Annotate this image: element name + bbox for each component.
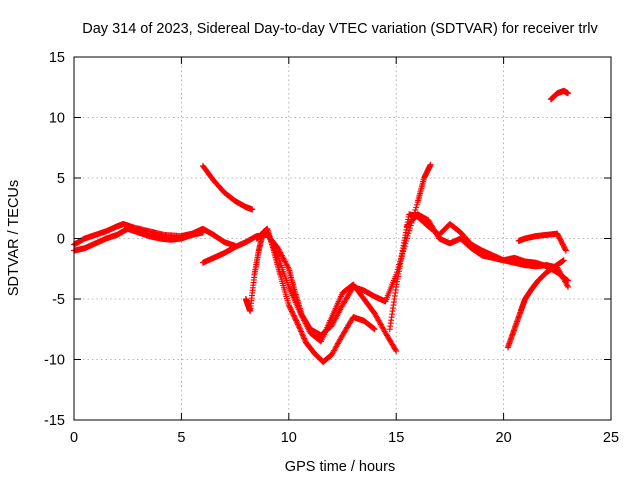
data-point [405,230,412,237]
y-tick-label: 10 [49,111,65,127]
series-arc-2 [71,225,206,254]
y-tick-label: -10 [44,353,65,369]
y-tick-label: -5 [52,292,65,308]
data-point [565,283,572,290]
x-tick-label: 25 [603,430,619,446]
data-point [287,304,294,311]
data-point [294,320,301,327]
x-tick-label: 0 [70,430,78,446]
data-point [289,309,296,316]
data-point [300,334,307,341]
y-tick-label: -15 [44,413,65,429]
data-point [295,322,302,329]
data-point [299,331,306,338]
data-point [293,317,300,324]
data-point [427,161,434,168]
data-point [296,325,303,332]
series-arc-5 [242,225,378,365]
x-axis-label: GPS time / hours [285,459,395,475]
x-tick-label: 15 [388,430,404,446]
data-point [565,90,572,97]
data-point [564,282,571,289]
y-tick-label: 15 [49,50,65,66]
data-point [290,311,297,318]
data-point [298,329,305,336]
data-point [290,312,297,319]
data-point [288,307,295,314]
data-point [287,305,294,312]
data-point [298,328,305,335]
data-point [285,302,292,309]
data-point [413,204,420,211]
y-axis-label: SDTVAR / TECUs [6,180,22,296]
y-tick-label: 0 [57,232,65,248]
series-arc-6 [253,229,400,355]
data-point [393,348,400,355]
data-point [292,316,299,323]
data-point [291,313,298,320]
data-point [412,206,419,213]
data-point [371,326,378,333]
data-point [562,247,569,254]
series-arc-3 [199,162,256,213]
data-point [297,327,304,334]
series-arc-7 [386,211,572,333]
data-series [71,87,572,365]
data-point [560,257,567,264]
data-point [295,321,302,328]
data-point [293,318,300,325]
x-tick-label: 5 [177,430,185,446]
series-arc-11 [547,87,572,103]
y-tick-label: 5 [57,171,65,187]
series-arc-4 [199,161,434,339]
data-point [299,332,306,339]
data-point [562,246,569,253]
data-point [565,277,572,284]
data-point [199,229,206,236]
axis-ticks: 0 5 10 15 20 25 -15 -10 -5 0 5 10 15 [44,50,619,446]
data-point [370,325,377,332]
data-point [301,335,308,342]
data-point [564,277,571,284]
data-point [301,336,308,343]
data-point [286,303,293,310]
chart-title: Day 314 of 2023, Sidereal Day-to-day VTE… [82,21,598,37]
data-point [291,315,298,322]
data-point [249,206,256,213]
series-arc-10 [515,230,569,254]
data-point [288,308,295,315]
data-point [392,346,399,353]
data-point [406,227,413,234]
series-arc-9 [504,257,567,351]
x-tick-label: 10 [281,430,297,446]
x-tick-label: 20 [496,430,512,446]
data-point [296,324,303,331]
data-point [413,201,420,208]
